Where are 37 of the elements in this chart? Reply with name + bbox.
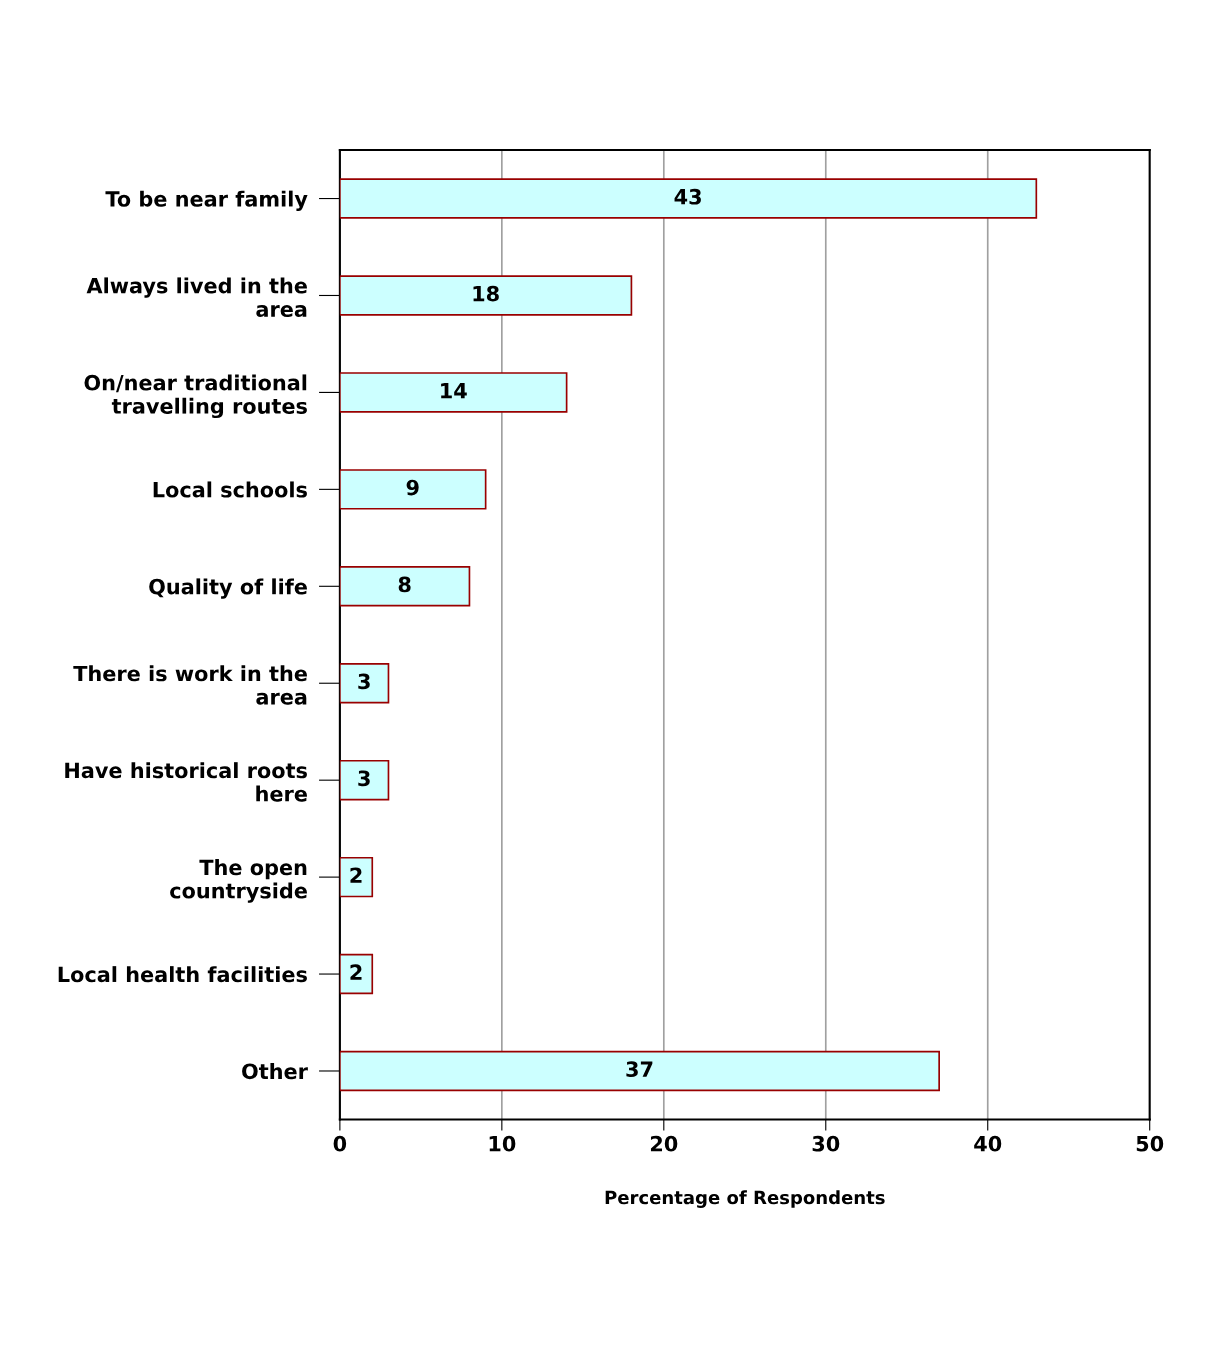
y-tick-label: There is work in the area bbox=[73, 665, 307, 705]
data-label: 43 bbox=[674, 188, 701, 205]
data-label: 2 bbox=[350, 867, 362, 883]
data-label: 2 bbox=[350, 964, 362, 980]
y-tick-label: Always lived in the area bbox=[86, 277, 307, 318]
bar bbox=[339, 372, 568, 413]
x-tick-label: 20 bbox=[650, 1135, 678, 1152]
bar bbox=[339, 1050, 940, 1092]
y-tick-label: On/near traditional travelling routes bbox=[84, 374, 307, 419]
x-tick-label: 10 bbox=[489, 1135, 516, 1152]
data-label: 3 bbox=[358, 770, 370, 787]
data-label: 9 bbox=[406, 479, 419, 496]
data-label: 14 bbox=[441, 382, 467, 399]
y-tick-label: To be near family bbox=[105, 190, 308, 211]
bar bbox=[339, 856, 374, 898]
y-tick-label: Have historical roots here bbox=[65, 762, 307, 802]
bar bbox=[339, 275, 633, 316]
data-label: 37 bbox=[626, 1061, 653, 1078]
y-tick-label: The open countryside bbox=[170, 859, 307, 903]
data-label: 18 bbox=[473, 285, 499, 302]
y-tick-label: Local health facilities bbox=[58, 966, 307, 983]
y-tick-label: Quality of life bbox=[149, 578, 307, 599]
x-axis-title: Percentage of Respondents bbox=[605, 1190, 885, 1208]
bar bbox=[339, 663, 390, 704]
y-tick-label: Other bbox=[242, 1063, 308, 1080]
bar bbox=[339, 469, 487, 510]
x-tick-label: 30 bbox=[812, 1135, 840, 1152]
bar bbox=[339, 178, 1038, 219]
data-label: 8 bbox=[398, 576, 411, 593]
bar bbox=[339, 566, 471, 607]
bar bbox=[339, 953, 374, 995]
x-tick-label: 40 bbox=[974, 1135, 1002, 1152]
x-tick-label: 0 bbox=[333, 1135, 347, 1152]
data-label: 3 bbox=[358, 673, 370, 690]
bar bbox=[339, 759, 390, 801]
x-tick-label: 50 bbox=[1136, 1135, 1164, 1152]
y-tick-label: Local schools bbox=[153, 481, 307, 498]
